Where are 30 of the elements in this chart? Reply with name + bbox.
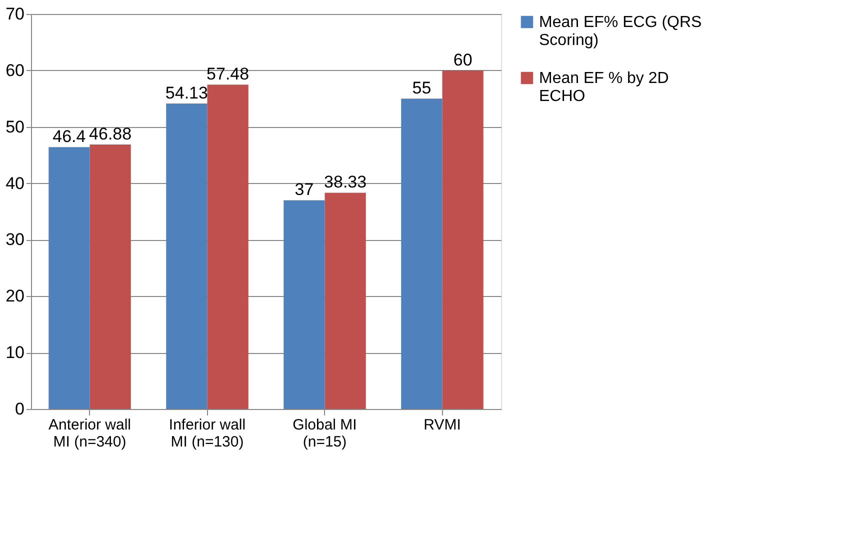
- y-tick-label: 30: [6, 230, 24, 250]
- bar: [284, 200, 325, 409]
- y-tick-label: 70: [6, 4, 24, 24]
- y-tick-label: 40: [6, 174, 24, 193]
- bar: [401, 98, 442, 409]
- x-tick-label: RVMI: [424, 416, 461, 434]
- data-label: 55: [412, 78, 432, 98]
- x-tick-label: Global MI (n=15): [292, 416, 357, 450]
- legend-label: Mean EF% ECG (QRS Scoring): [539, 14, 702, 49]
- y-tick-label: 20: [6, 286, 24, 306]
- legend-label: Mean EF % by 2D ECHO: [539, 70, 669, 105]
- data-label: 46.88: [89, 124, 132, 144]
- bar: [442, 70, 484, 409]
- bar: [48, 147, 90, 409]
- data-label: 54.13: [165, 84, 208, 103]
- data-label: 37: [294, 180, 314, 200]
- bar: [166, 104, 208, 409]
- data-label: 60: [453, 50, 472, 70]
- data-label: 57.48: [206, 64, 250, 84]
- y-tick-label: 50: [6, 117, 24, 136]
- bar: [207, 84, 248, 409]
- bar: [90, 144, 131, 409]
- data-label: 38.33: [324, 172, 367, 192]
- y-tick-label: 10: [6, 343, 24, 362]
- x-tick-label: Anterior wall MI (n=340): [48, 416, 132, 450]
- bar: [324, 192, 366, 409]
- data-label: 46.4: [52, 127, 86, 146]
- y-tick-label: 60: [6, 60, 24, 80]
- y-tick-label: 0: [15, 400, 24, 418]
- x-tick-label: Inferior wall MI (n=130): [168, 416, 246, 450]
